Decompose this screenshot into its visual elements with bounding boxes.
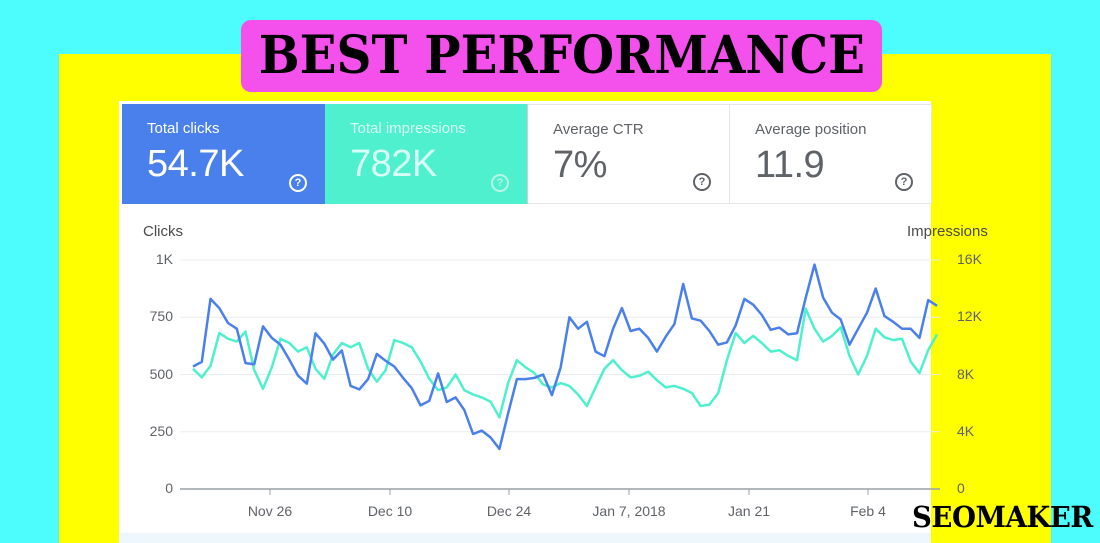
y-tick-label: 0 — [165, 480, 173, 496]
y2-tick-label: 16K — [957, 251, 982, 267]
metric-label: Average CTR — [553, 121, 644, 138]
metric-card-total-impressions[interactable]: Total impressions 782K ? — [325, 104, 528, 204]
metric-value: 782K — [350, 143, 437, 185]
metric-label: Average position — [755, 121, 867, 138]
metric-card-average-position[interactable]: Average position 11.9 ? — [730, 104, 932, 204]
y-tick-label: 500 — [149, 365, 173, 382]
y-tick-label: 1K — [155, 251, 173, 267]
y2-tick-label: 8K — [957, 365, 975, 382]
right-axis-title: Impressions — [907, 223, 988, 240]
help-circle-icon[interactable]: ? — [693, 173, 711, 191]
x-tick-label: Jan 21 — [727, 503, 771, 519]
y-tick-label: 250 — [149, 422, 173, 439]
y2-tick-label: 0 — [957, 480, 965, 496]
metric-card-average-ctr[interactable]: Average CTR 7% ? — [528, 104, 730, 204]
metric-card-total-clicks[interactable]: Total clicks 54.7K ? — [122, 104, 325, 204]
title-banner: BEST PERFORMANCE — [241, 20, 882, 92]
left-axis-title: Clicks — [143, 223, 183, 240]
y2-tick-label: 4K — [957, 422, 975, 439]
metric-label: Total impressions — [350, 120, 466, 137]
help-circle-icon[interactable]: ? — [289, 174, 307, 192]
clicks-series-line — [192, 263, 938, 451]
x-tick-label: Jan 7, 2018 — [592, 503, 666, 519]
x-tick-label: Feb 4 — [850, 503, 886, 519]
x-tick-label: Nov 26 — [247, 503, 293, 519]
metric-label: Total clicks — [147, 120, 220, 137]
help-circle-icon[interactable]: ? — [491, 174, 509, 192]
impressions-series-line — [192, 307, 939, 419]
banner-title: BEST PERFORMANCE — [258, 25, 865, 86]
x-tick-label: Dec 10 — [367, 503, 413, 519]
seomaker-logo: SEOMAKER — [912, 500, 1093, 534]
help-circle-icon[interactable]: ? — [895, 173, 913, 191]
x-tick-label: Dec 24 — [486, 503, 532, 519]
y2-tick-label: 12K — [957, 308, 982, 325]
metric-value: 11.9 — [755, 144, 825, 186]
metric-value: 54.7K — [147, 143, 244, 185]
metric-value: 7% — [553, 144, 607, 186]
metric-cards: Total clicks 54.7K ? Total impressions 7… — [122, 104, 932, 204]
y-tick-label: 750 — [149, 308, 173, 325]
panel-bottom-edge — [119, 533, 931, 543]
